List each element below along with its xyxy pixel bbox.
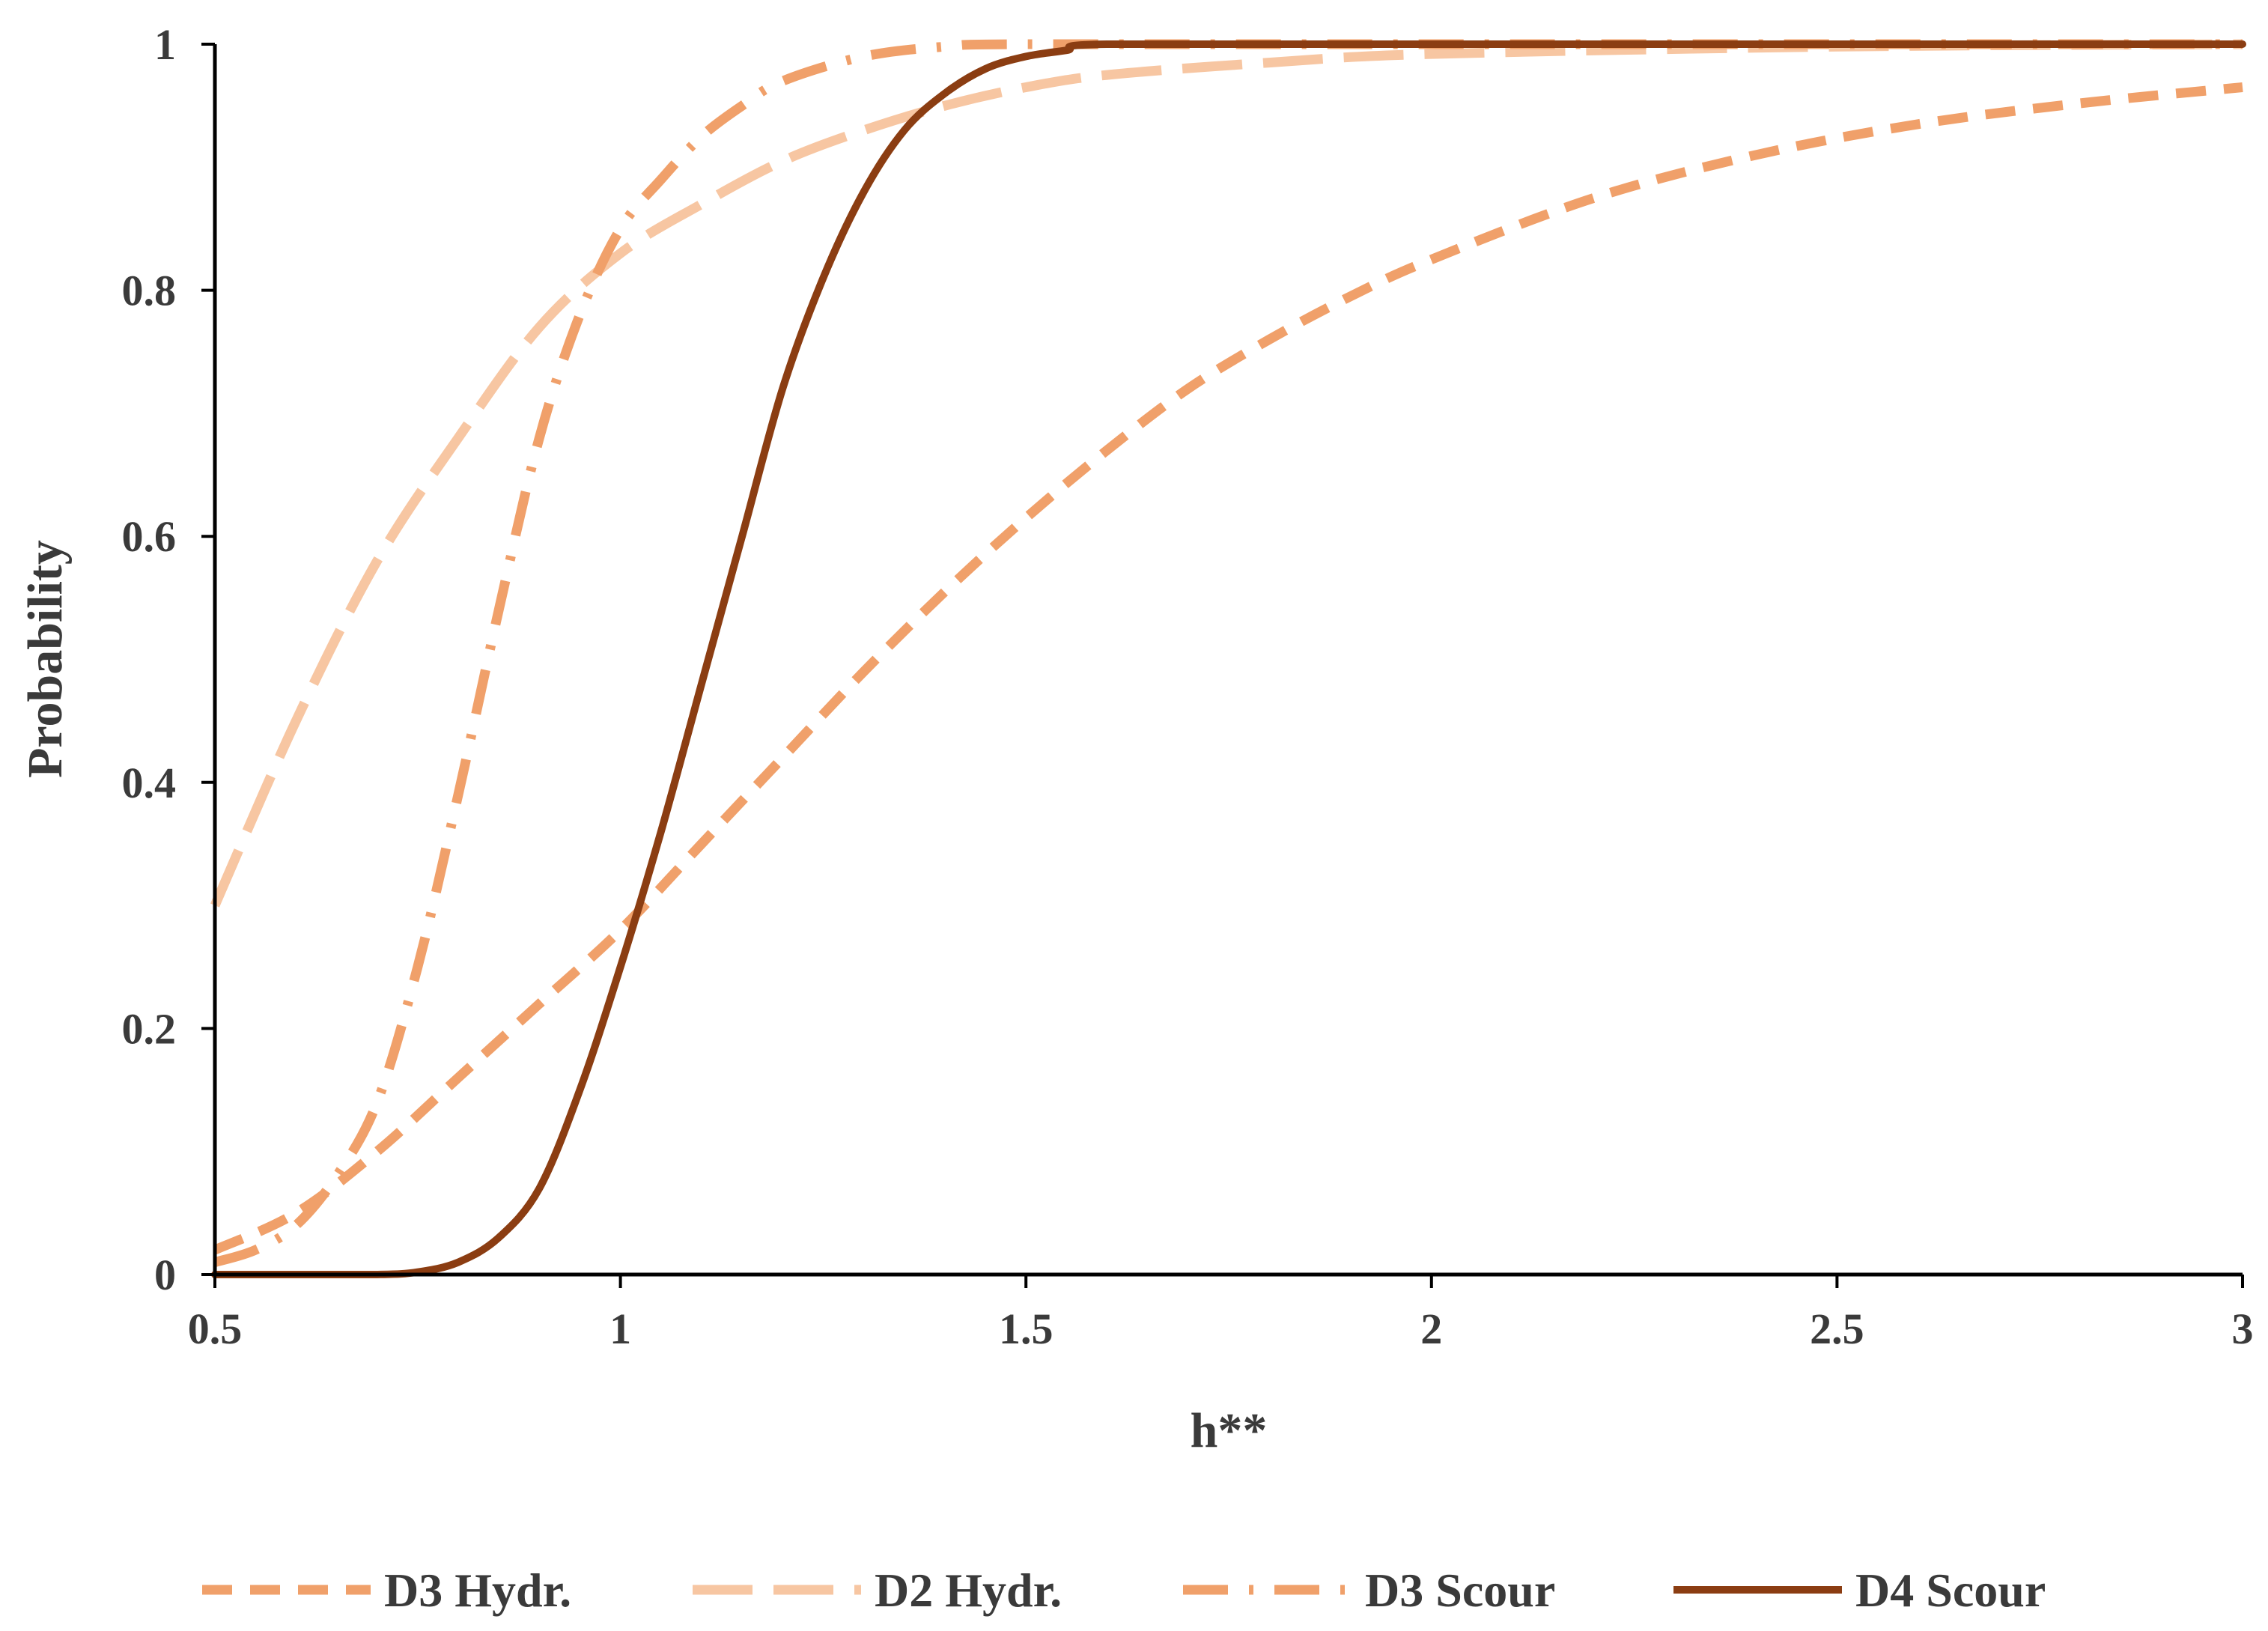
x-tick-label: 0.5 (188, 1305, 243, 1353)
y-tick-label: 0.2 (122, 1004, 177, 1053)
x-axis-label: h** (1191, 1403, 1268, 1458)
legend-label: D3 Hydr. (384, 1564, 571, 1617)
legend-label: D2 Hydr. (875, 1564, 1062, 1617)
y-tick-label: 0 (154, 1251, 176, 1299)
x-tick-label: 2 (1420, 1305, 1442, 1353)
y-tick-label: 0.4 (122, 759, 177, 807)
x-tick-label: 2.5 (1810, 1305, 1864, 1353)
x-tick-label: 1.5 (999, 1305, 1054, 1353)
series-line-1 (213, 82, 2243, 1255)
series-layer (210, 39, 2246, 1279)
y-tick-label: 1 (154, 20, 176, 69)
series-line-3 (213, 39, 2243, 1267)
y-tick-label: 0.6 (122, 512, 177, 561)
x-tick-label: 3 (2232, 1305, 2254, 1353)
legend-label: D4 Scour (1855, 1564, 2046, 1617)
y-axis-label: Probability (18, 540, 73, 778)
series-line-4 (211, 40, 2246, 1279)
legend: D3 Hydr. D2 Hydr. D3 Scour D4 Scour (202, 1564, 2046, 1617)
series-line-2 (210, 39, 2243, 908)
legend-label: D3 Scour (1365, 1564, 1555, 1617)
y-tick-label: 0.8 (122, 267, 177, 315)
ticks-layer: 0.5 1 1.5 2 2.5 3 0 0.2 0.4 0.6 0.8 1 (122, 20, 2254, 1353)
x-tick-label: 1 (609, 1305, 631, 1353)
